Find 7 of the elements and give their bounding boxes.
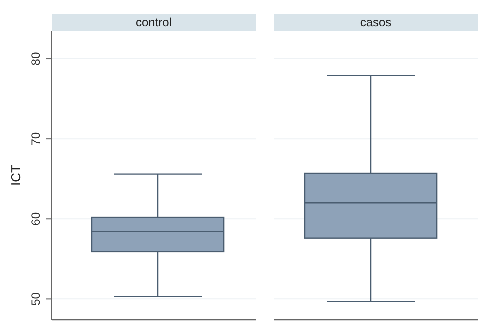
x-tick-label: casos [360,16,392,30]
y-tick-label: 70 [29,132,43,146]
y-tick-label: 80 [29,52,43,66]
y-axis-title: ICT [8,164,24,186]
y-tick-label: 50 [29,292,43,306]
x-tick-label: control [136,16,172,30]
y-tick-label: 60 [29,212,43,226]
